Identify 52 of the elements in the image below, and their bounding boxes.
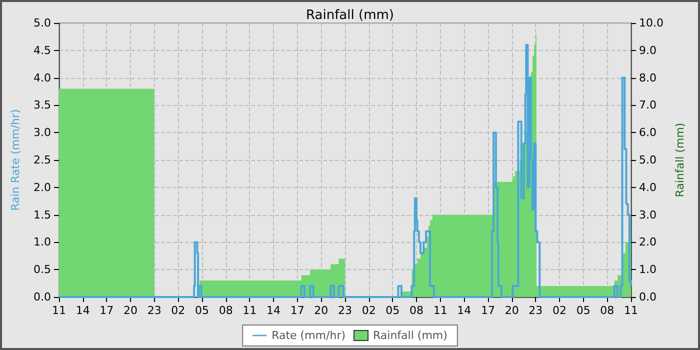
y2-tick-label: 0.0 (639, 290, 656, 304)
x-tick-label: 23 (147, 304, 162, 317)
y2-tick-label: 7.0 (639, 98, 656, 112)
y-axis-title: Rain Rate (mm/hr) (9, 109, 22, 211)
x-tick-label: 14 (457, 304, 472, 317)
y2-tick-label: 4.0 (639, 180, 656, 194)
y-tick-label: 2.5 (34, 154, 51, 166)
y2-tick-label: 6.0 (639, 126, 656, 140)
legend-label: Rainfall (mm) (373, 329, 448, 342)
x-tick-label: 11 (52, 304, 66, 317)
x-tick-label: 11 (433, 304, 448, 317)
x-tick-label: 08 (410, 304, 424, 317)
x-tick-label: 20 (314, 304, 328, 317)
y-tick-label: 2.0 (34, 180, 51, 194)
x-tick-label: 17 (290, 304, 304, 317)
x-tick-label: 11 (624, 304, 638, 317)
x-tick-label: 05 (576, 304, 590, 317)
x-tick-label: 02 (362, 304, 376, 317)
x-tick-label: 17 (100, 304, 114, 317)
y2-tick-label: 1.0 (639, 263, 656, 276)
chart-title: Rainfall (mm) (306, 8, 394, 23)
y2-tick-label: 10.0 (639, 16, 664, 30)
x-tick-label: 02 (171, 304, 186, 317)
x-tick-label: 20 (504, 304, 519, 317)
x-tick-label: 08 (600, 304, 614, 317)
y2-tick-label: 2.0 (639, 236, 656, 249)
y-tick-label: 1.5 (34, 208, 51, 222)
x-tick-label: 17 (481, 304, 495, 317)
x-tick-label: 14 (266, 304, 280, 317)
x-tick-label: 20 (124, 304, 138, 317)
x-tick-label: 14 (76, 304, 90, 317)
x-tick-label: 11 (242, 304, 257, 317)
x-tick-label: 23 (528, 304, 543, 317)
x-tick-label: 02 (552, 304, 566, 317)
y-tick-label: 3.0 (34, 126, 51, 140)
y-tick-label: 4.0 (34, 71, 51, 84)
y2-axis-title: Rainfall (mm) (673, 122, 686, 198)
y-tick-label: 0.5 (34, 263, 51, 276)
y-tick-label: 1.0 (34, 236, 51, 249)
y2-tick-label: 5.0 (639, 154, 656, 166)
y-tick-label: 5.0 (34, 16, 51, 30)
y2-tick-label: 3.0 (639, 208, 656, 222)
y2-tick-label: 9.0 (639, 44, 656, 57)
x-tick-label: 08 (218, 304, 233, 317)
x-tick-label: 23 (338, 304, 352, 317)
y-tick-label: 3.5 (34, 98, 51, 112)
y-tick-label: 4.5 (34, 44, 51, 57)
x-tick-label: 05 (386, 304, 400, 317)
y2-tick-label: 8.0 (639, 71, 656, 84)
y-tick-label: 0.0 (34, 290, 51, 304)
x-tick-label: 05 (195, 304, 209, 317)
legend-label: Rate (mm/hr) (272, 329, 346, 342)
